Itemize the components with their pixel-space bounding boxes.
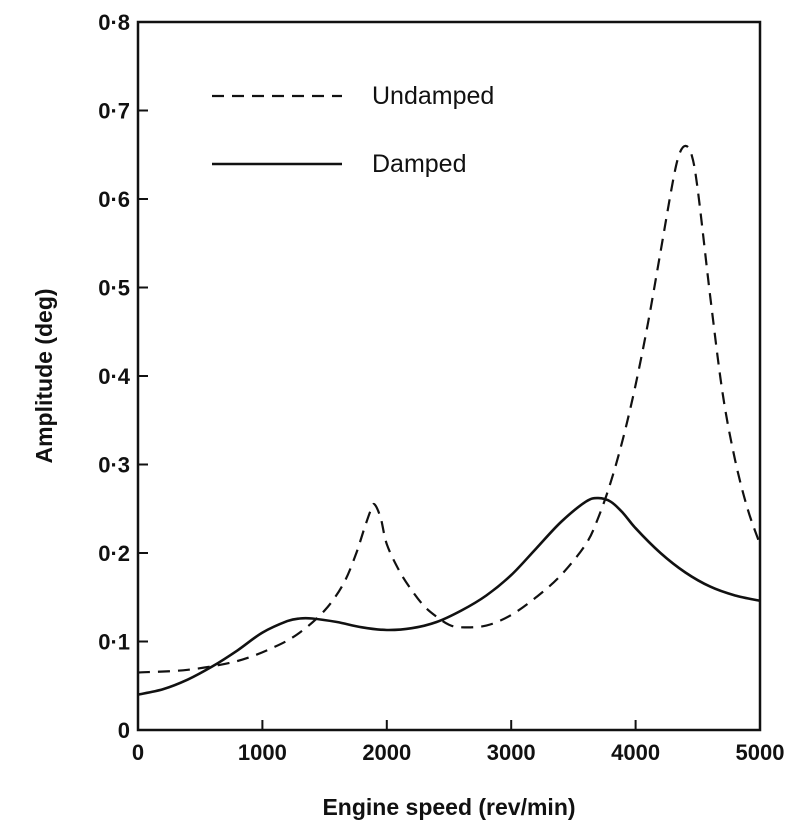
x-tick-label: 4000: [611, 740, 660, 765]
x-tick-label: 3000: [487, 740, 536, 765]
series-line-undamped: [137, 144, 762, 674]
y-axis-ticks: 0 0·1 0·2 0·3 0·4 0·5 0·6 0·7 0·8: [98, 10, 148, 743]
series-layer: [137, 144, 762, 696]
legend: Undamped Damped: [212, 82, 494, 178]
y-axis-label: Amplitude (deg): [31, 288, 57, 463]
x-axis-ticks: 0 1000 2000 3000 4000 5000: [132, 720, 785, 765]
y-tick-label: 0·5: [98, 276, 130, 301]
x-axis-label: Engine speed (rev/min): [322, 794, 575, 820]
y-tick-label: 0·4: [98, 364, 131, 389]
y-tick-label: 0·1: [98, 630, 130, 655]
legend-label-damped: Damped: [372, 150, 467, 178]
series-line-damped: [137, 496, 761, 696]
y-tick-label: 0·3: [98, 453, 130, 478]
legend-label-undamped: Undamped: [372, 82, 494, 110]
y-tick-label: 0·7: [98, 99, 130, 124]
x-tick-label: 2000: [362, 740, 411, 765]
y-tick-label: 0: [118, 718, 130, 743]
x-tick-label: 5000: [736, 740, 785, 765]
x-tick-label: 0: [132, 740, 144, 765]
y-tick-label: 0·2: [98, 541, 130, 566]
y-tick-label: 0·6: [98, 187, 130, 212]
x-tick-label: 1000: [238, 740, 287, 765]
y-tick-label: 0·8: [98, 10, 130, 35]
